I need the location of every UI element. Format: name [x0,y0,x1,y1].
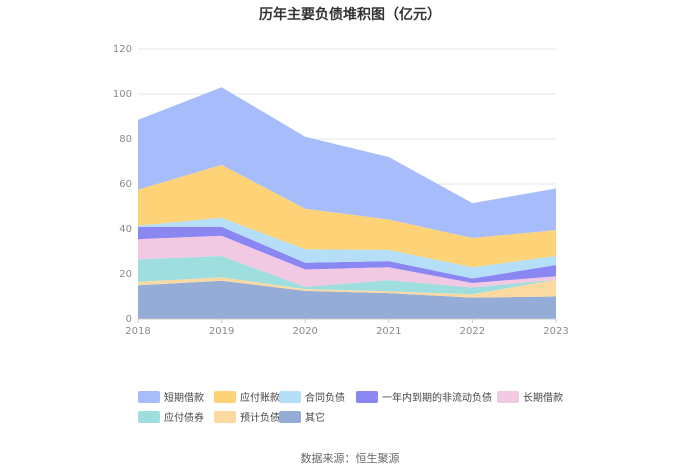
x-tick-label: 2019 [209,326,234,337]
area-series-合同负债[interactable] [138,217,556,279]
legend-swatch [279,411,301,423]
area-series [138,87,556,319]
y-tick-label: 80 [119,134,132,145]
legend-item-其它[interactable]: 其它 [279,411,325,424]
y-tick-label: 20 [119,269,132,280]
legend-swatch [214,391,236,403]
legend-label: 应付债券 [164,411,204,424]
legend-swatch [138,391,160,403]
legend-item-应付债券[interactable]: 应付债券 [138,411,204,424]
x-tick-label: 2018 [125,326,150,337]
area-series-其它[interactable] [138,280,556,319]
area-series-一年内到期的非流动负债[interactable] [138,226,556,283]
x-tick-label: 2020 [292,326,317,337]
source-footnote: 数据来源：恒生聚源 [300,452,400,465]
legend-swatch [214,411,236,423]
x-tick-label: 2023 [543,326,568,337]
area-series-长期借款[interactable] [138,235,556,288]
legend-label: 合同负债 [305,391,345,404]
legend-label: 应付账款 [240,391,280,404]
legend-item-长期借款[interactable]: 长期借款 [497,391,563,404]
legend-swatch [497,391,519,403]
legend-label: 长期借款 [523,391,563,404]
legend-label: 一年内到期的非流动负债 [382,391,492,404]
area-series-应付账款[interactable] [138,164,556,268]
y-tick-label: 0 [126,314,132,325]
axes: 0 20 40 60 80 100 120 2018 2019 2020 2021 2022 2023 [113,44,569,337]
area-series-短期借款[interactable] [138,87,556,238]
y-tick-label: 100 [113,89,132,100]
legend-label: 其它 [305,411,325,424]
legend-swatch [138,411,160,423]
legend-item-应付账款[interactable]: 应付账款 [214,391,280,404]
y-tick-label: 40 [119,224,132,235]
legend-swatch [279,391,301,403]
legend-item-一年内到期的非流动负债[interactable]: 一年内到期的非流动负债 [356,391,492,404]
x-tick-label: 2022 [460,326,485,337]
legend-item-预计负债[interactable]: 预计负债 [214,411,280,424]
chart-title: 历年主要负债堆积图（亿元） [259,7,441,23]
area-series-应付债券[interactable] [138,256,556,295]
x-tick-label: 2021 [376,326,401,337]
y-tick-label: 60 [119,179,132,190]
legend-item-合同负债[interactable]: 合同负债 [279,391,345,404]
y-tick-label: 120 [113,44,132,55]
legend-label: 预计负债 [240,411,280,424]
legend-swatch [356,391,378,403]
legend-label: 短期借款 [164,391,204,404]
area-series-预计负债[interactable] [138,277,556,298]
legend-item-短期借款[interactable]: 短期借款 [138,391,204,404]
